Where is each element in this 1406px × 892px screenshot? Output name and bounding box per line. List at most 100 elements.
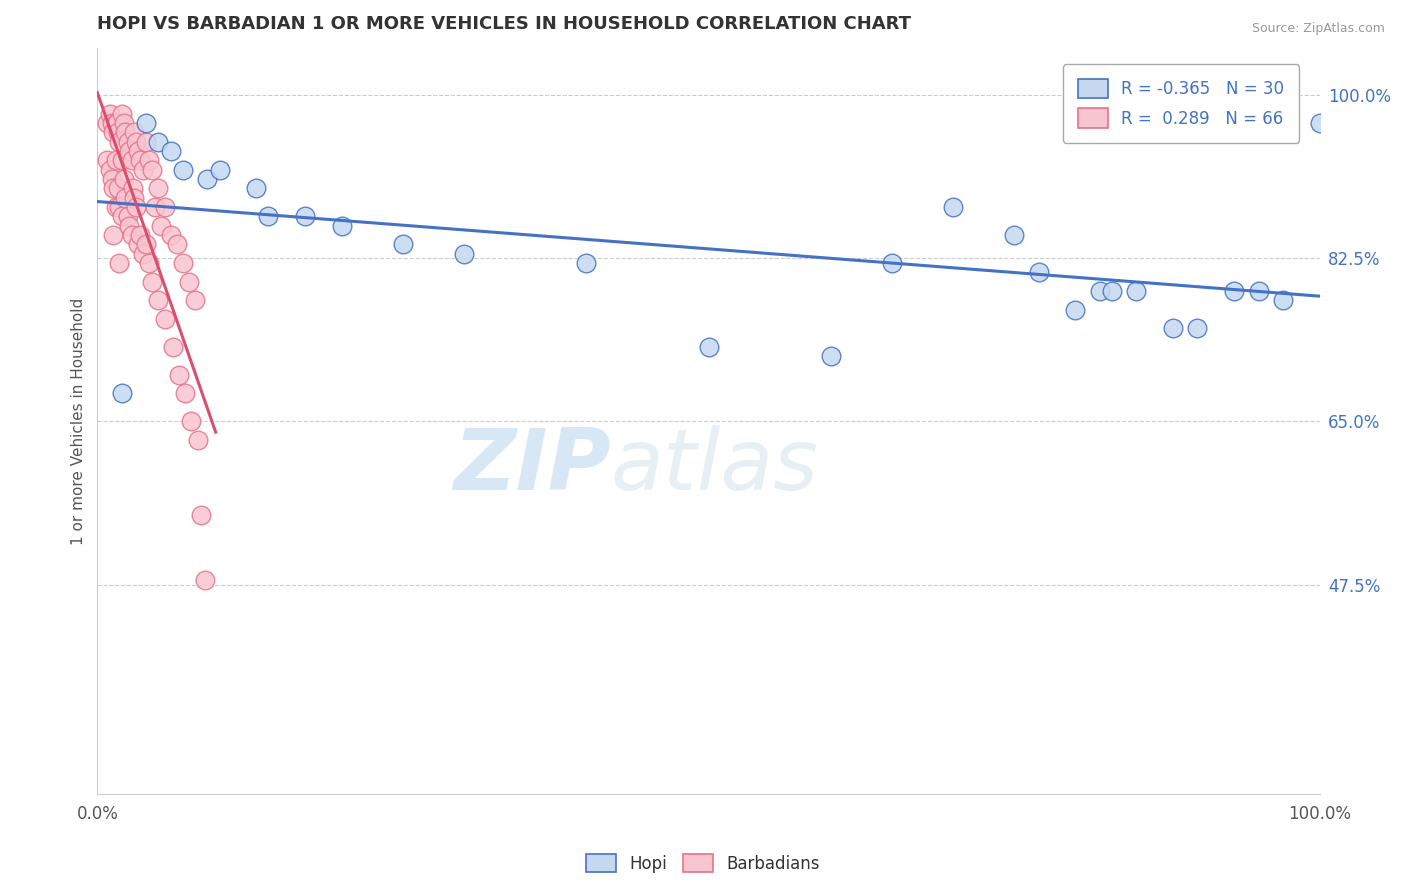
Point — [1064, 302, 1087, 317]
Point — [101, 116, 124, 130]
Point — [129, 153, 152, 168]
Point — [141, 275, 163, 289]
Point — [153, 311, 176, 326]
Point — [257, 209, 280, 223]
Point — [117, 209, 139, 223]
Point — [138, 256, 160, 270]
Point — [104, 200, 127, 214]
Point — [103, 181, 125, 195]
Point — [107, 181, 129, 195]
Point — [174, 386, 197, 401]
Point — [330, 219, 353, 233]
Point — [98, 162, 121, 177]
Point — [172, 162, 194, 177]
Point — [1223, 284, 1246, 298]
Point — [166, 237, 188, 252]
Point — [187, 433, 209, 447]
Point — [121, 181, 143, 195]
Point — [121, 153, 143, 168]
Point — [112, 172, 135, 186]
Point — [104, 153, 127, 168]
Point — [131, 162, 153, 177]
Point — [177, 275, 200, 289]
Text: Source: ZipAtlas.com: Source: ZipAtlas.com — [1251, 22, 1385, 36]
Point — [1272, 293, 1295, 308]
Point — [111, 209, 134, 223]
Point — [101, 172, 124, 186]
Point — [453, 246, 475, 260]
Point — [125, 200, 148, 214]
Point — [118, 144, 141, 158]
Point — [135, 116, 157, 130]
Text: ZIP: ZIP — [453, 425, 610, 508]
Point — [111, 153, 134, 168]
Point — [122, 191, 145, 205]
Point — [103, 227, 125, 242]
Text: HOPI VS BARBADIAN 1 OR MORE VEHICLES IN HOUSEHOLD CORRELATION CHART: HOPI VS BARBADIAN 1 OR MORE VEHICLES IN … — [97, 15, 911, 33]
Point — [114, 125, 136, 139]
Point — [392, 237, 415, 252]
Point — [103, 125, 125, 139]
Point — [1088, 284, 1111, 298]
Point — [148, 293, 170, 308]
Point — [172, 256, 194, 270]
Point — [104, 116, 127, 130]
Point — [820, 349, 842, 363]
Point — [138, 153, 160, 168]
Point — [135, 237, 157, 252]
Point — [180, 414, 202, 428]
Point — [148, 181, 170, 195]
Point — [118, 219, 141, 233]
Point — [131, 246, 153, 260]
Point — [127, 144, 149, 158]
Point — [108, 135, 131, 149]
Point — [108, 256, 131, 270]
Point — [141, 162, 163, 177]
Point — [245, 181, 267, 195]
Legend: Hopi, Barbadians: Hopi, Barbadians — [579, 847, 827, 880]
Point — [1101, 284, 1123, 298]
Point — [1187, 321, 1209, 335]
Point — [1028, 265, 1050, 279]
Point — [111, 386, 134, 401]
Point — [135, 135, 157, 149]
Point — [105, 116, 128, 130]
Point — [111, 106, 134, 120]
Point — [96, 116, 118, 130]
Point — [697, 340, 720, 354]
Point — [125, 135, 148, 149]
Point — [149, 219, 172, 233]
Point — [159, 144, 181, 158]
Point — [121, 227, 143, 242]
Point — [159, 227, 181, 242]
Point — [122, 125, 145, 139]
Point — [108, 200, 131, 214]
Point — [184, 293, 207, 308]
Point — [96, 153, 118, 168]
Point — [1247, 284, 1270, 298]
Point — [167, 368, 190, 382]
Point — [880, 256, 903, 270]
Point — [194, 573, 217, 587]
Point — [129, 227, 152, 242]
Point — [1002, 227, 1025, 242]
Point — [208, 162, 231, 177]
Point — [153, 200, 176, 214]
Legend: R = -0.365   N = 30, R =  0.289   N = 66: R = -0.365 N = 30, R = 0.289 N = 66 — [1063, 64, 1299, 143]
Point — [112, 116, 135, 130]
Point — [195, 172, 218, 186]
Point — [127, 237, 149, 252]
Point — [1125, 284, 1147, 298]
Point — [148, 135, 170, 149]
Point — [190, 508, 212, 522]
Point — [98, 106, 121, 120]
Point — [1161, 321, 1184, 335]
Text: atlas: atlas — [610, 425, 818, 508]
Point — [114, 191, 136, 205]
Point — [1309, 116, 1331, 130]
Point — [942, 200, 965, 214]
Point — [117, 135, 139, 149]
Y-axis label: 1 or more Vehicles in Household: 1 or more Vehicles in Household — [72, 298, 86, 545]
Point — [294, 209, 316, 223]
Point — [107, 125, 129, 139]
